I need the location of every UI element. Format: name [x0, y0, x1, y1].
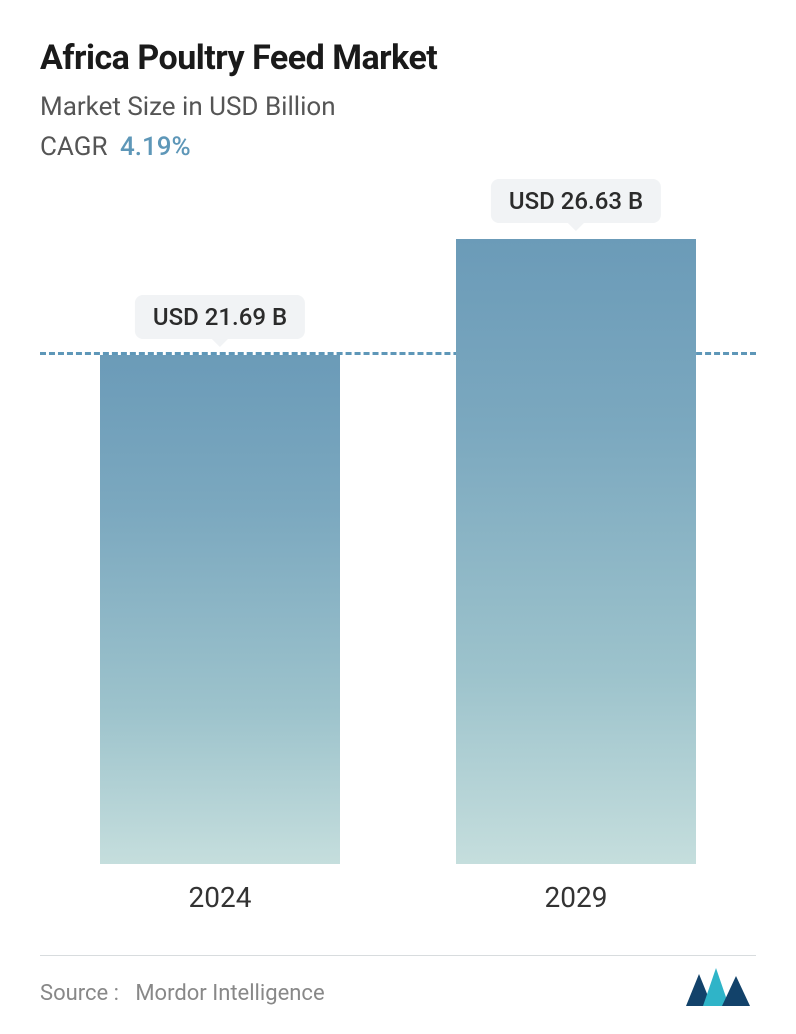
chart-container: Africa Poultry Feed Market Market Size i… [0, 0, 796, 1034]
x-axis-label-2029: 2029 [456, 881, 696, 914]
footer: Source : Mordor Intelligence [40, 966, 756, 1006]
bar-2029 [456, 239, 696, 864]
bars-wrap: USD 21.69 B USD 26.63 B [40, 230, 756, 864]
cagr-value: 4.19% [120, 132, 191, 162]
source-label: Source : [40, 981, 119, 1006]
footer-divider [40, 955, 756, 956]
chart-title: Africa Poultry Feed Market [40, 38, 756, 78]
chart-subtitle: Market Size in USD Billion [40, 92, 756, 122]
bar-2024 [100, 355, 340, 864]
source-text: Source : Mordor Intelligence [40, 981, 325, 1006]
cagr-label: CAGR [40, 132, 107, 162]
source-name: Mordor Intelligence [135, 981, 324, 1006]
cagr-line: CAGR 4.19% [40, 132, 756, 162]
mordor-logo-icon [686, 966, 756, 1006]
value-label-2024: USD 21.69 B [135, 295, 305, 339]
value-label-2029: USD 26.63 B [491, 179, 661, 223]
chart-plot-area: USD 21.69 B USD 26.63 B 2024 2029 [40, 230, 756, 914]
x-axis-label-2024: 2024 [100, 881, 340, 914]
